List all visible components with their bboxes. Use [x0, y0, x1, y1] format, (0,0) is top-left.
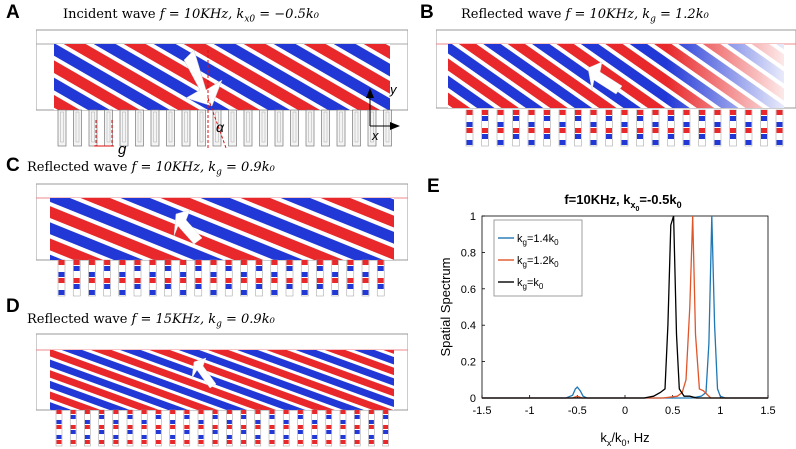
grating-tooth	[243, 109, 253, 147]
series-line-2	[482, 215, 768, 399]
incident-wave-field	[54, 44, 390, 110]
chart-title: f=10KHz, kx0=-0.5k0	[564, 192, 681, 213]
title-suffix: = 1.2k₀	[655, 7, 709, 22]
grating-teeth-a	[57, 109, 392, 147]
y-tick-label: 0.2	[461, 357, 476, 369]
x-axis-label: kx/k0, Hz	[600, 430, 649, 448]
grating-tooth	[352, 109, 361, 147]
wave-field-a: g α y x	[36, 29, 408, 158]
grating-tooth	[57, 109, 67, 147]
x-tick-label: 0	[622, 405, 628, 417]
title-math: f = 10KHz, k	[131, 160, 217, 175]
legend-entry-3: kg=k0	[517, 277, 544, 291]
label-alpha: α	[216, 119, 225, 135]
title-prefix: Reflected wave	[461, 7, 566, 22]
grating-tooth	[119, 109, 129, 147]
reflected-direction-arrow-d	[191, 357, 217, 389]
title-math: f = 10KHz, k	[159, 7, 245, 22]
x-tick-label: 1	[717, 405, 723, 417]
y-tick-label: 0.4	[461, 320, 476, 332]
title-suffix: = 0.9k₀	[221, 312, 275, 327]
grating-tooth	[150, 109, 160, 147]
reflected-wave-field-c	[50, 198, 394, 260]
grating-tooth	[259, 109, 268, 147]
grating-tooth	[367, 109, 377, 147]
label-x: x	[371, 128, 379, 143]
panel-label-b: B	[420, 2, 434, 23]
title-prefix: Incident wave	[63, 7, 160, 22]
x-tick-label: -1	[525, 405, 535, 417]
grating-tooth	[166, 109, 175, 147]
chart-legend: kg=1.4k0 kg=1.2k0 kg=k0	[493, 219, 583, 297]
grating-tooth	[135, 109, 144, 147]
y-tick-label: 1	[470, 211, 476, 223]
grating-bars-b	[465, 109, 784, 147]
x-tick-label: -1.5	[473, 405, 492, 417]
label-y: y	[389, 82, 398, 97]
title-prefix: Reflected wave	[27, 160, 132, 175]
grating-tooth	[88, 109, 98, 147]
legend-entry-2: kg=1.2k0	[517, 255, 559, 269]
grating-tooth	[73, 109, 82, 147]
y-tick-label: 0.8	[461, 247, 476, 259]
y-axis-label: Spatial Spectrum	[438, 258, 453, 357]
panel-label-c: C	[6, 155, 20, 176]
x-tick-label: -0.5	[568, 405, 587, 417]
x-tick-label: 1.5	[760, 405, 775, 417]
y-tick-label: 0	[470, 393, 476, 405]
reflected-direction-arrow-b	[587, 61, 623, 95]
spatial-spectrum-chart: f=10KHz, kx0=-0.5k0 -1.5 -1 -0.5 0 0.5 1 1.5 0 0…	[438, 192, 776, 448]
grating-tooth	[290, 109, 299, 147]
title-prefix: Reflected wave	[27, 312, 132, 327]
title-sub: g	[650, 14, 656, 25]
grating-tooth	[321, 109, 330, 147]
panel-title-a: Incident wave f = 10KHz, kx0 = −0.5k₀	[63, 7, 319, 25]
grating-tooth	[104, 109, 113, 147]
title-math: f = 15KHz, k	[131, 312, 217, 327]
grating-tooth	[212, 109, 222, 147]
wave-field-d	[36, 333, 408, 447]
panel-label-d: D	[6, 296, 20, 317]
title-sub: g	[216, 167, 222, 178]
series-line-1	[482, 215, 768, 399]
reflected-direction-arrow-c	[173, 209, 203, 245]
grating-tooth	[197, 109, 206, 147]
reflected-wave-field-d	[50, 350, 394, 410]
panel-title-d: Reflected wave f = 15KHz, kg = 0.9k₀	[27, 312, 275, 330]
grating-tooth	[305, 109, 315, 147]
grating-bars-c	[57, 259, 385, 297]
grating-tooth	[228, 109, 237, 147]
series-line-3	[482, 215, 768, 399]
label-g: g	[118, 141, 127, 158]
panel-label-e: E	[427, 176, 440, 197]
grating-tooth	[274, 109, 284, 147]
wave-field-b	[436, 29, 796, 147]
incident-direction-arrow	[183, 49, 223, 107]
grating-tooth	[336, 109, 346, 147]
wave-field-c	[36, 183, 408, 297]
title-math: f = 10KHz, k	[565, 7, 651, 22]
x-tick-label: 0.5	[665, 405, 680, 417]
panel-title-c: Reflected wave f = 10KHz, kg = 0.9k₀	[27, 160, 275, 178]
panel-title-b: Reflected wave f = 10KHz, kg = 1.2k₀	[461, 7, 709, 25]
legend-entry-1: kg=1.4k0	[517, 233, 559, 247]
title-suffix: = 0.9k₀	[221, 160, 275, 175]
y-tick-label: 0.6	[461, 284, 476, 296]
panel-label-a: A	[6, 2, 20, 23]
grating-bars-d	[55, 409, 389, 447]
title-sub: g	[216, 319, 222, 330]
title-suffix: = −0.5k₀	[255, 7, 319, 22]
grating-tooth	[181, 109, 191, 147]
title-sub: x0	[244, 14, 256, 25]
